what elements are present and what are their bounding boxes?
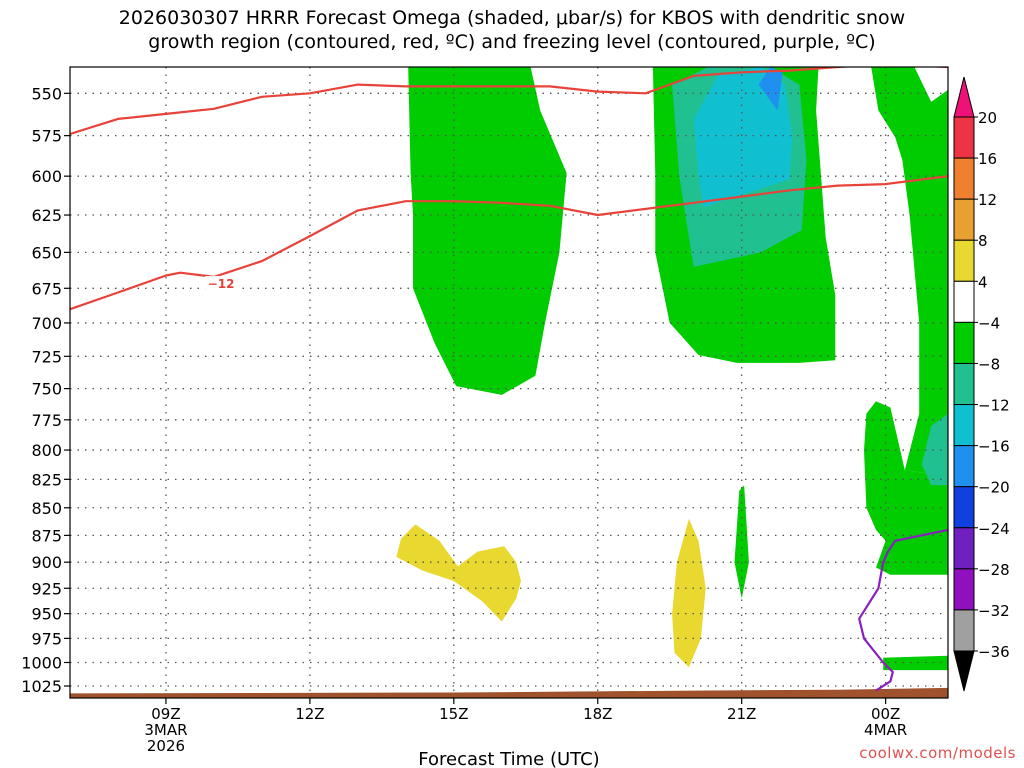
plot-frame [69,66,949,699]
x-tick-label-3MAR: 3MAR [144,721,187,739]
colorbar-box-8 [953,404,975,447]
ascent-cyan-21z [693,67,793,208]
colorbar-label-1: 20 [978,109,997,127]
y-tick-label-600: 600 [31,167,62,186]
colorbar-label-11: −24 [978,520,1010,538]
ascent-teal-00z [921,413,948,486]
y-tick-label-825: 825 [31,470,62,489]
colorbar-label-2: 16 [978,150,997,168]
colorbar-under-arrow [953,650,975,692]
colorbar-over-arrow [953,76,975,118]
y-tick-label-800: 800 [31,441,62,460]
contour-lines: −12 [70,67,948,692]
x-tick-label-4MAR: 4MAR [864,721,907,739]
colorbar-box-11 [953,527,975,570]
y-tick-label-650: 650 [31,243,62,262]
colorbar-label-13: −32 [978,602,1010,620]
y-tick-label-1000: 1000 [21,653,62,672]
colorbar-box-6 [953,321,975,364]
chart-title: 2026030307 HRRR Forecast Omega (shaded, … [0,6,1024,54]
colorbar-label-9: −16 [978,438,1010,456]
colorbar-box-9 [953,445,975,488]
credit-text: coolwx.com/models [859,744,1016,762]
contour-label-bg [205,276,238,291]
y-tick-label-850: 850 [31,499,62,518]
dendritic-contour-2 [70,175,948,311]
x-tick-label-21Z: 21Z [727,705,756,723]
colorbar-label-6: −4 [978,314,1000,332]
grid-lines [70,67,948,698]
colorbar-box-2 [953,157,975,200]
y-tick-label-700: 700 [31,314,62,333]
y-tick-label-575: 575 [31,127,62,146]
terrain-polygon [70,687,948,698]
colorbar-label-7: −8 [978,355,1000,373]
colorbar-box-12 [953,568,975,611]
y-tick-label-875: 875 [31,526,62,545]
y-tick-label-1025: 1025 [21,677,62,696]
y-tick-label-775: 775 [31,411,62,430]
colorbar-label-12: −28 [978,561,1010,579]
descent-yellow-16z [453,546,521,622]
x-tick-label-09Z: 09Z [151,705,180,723]
title-line-2: growth region (contoured, red, ºC) and f… [148,31,876,53]
y-tick-label-550: 550 [31,84,62,103]
colorbar-label-10: −20 [978,479,1010,497]
title-line-1: 2026030307 HRRR Forecast Omega (shaded, … [118,7,906,29]
colorbar-box-13 [953,609,975,652]
omega-shading [396,67,948,671]
y-tick-label-675: 675 [31,279,62,298]
colorbar-label-5: 4 [978,273,988,291]
y-tick-label-925: 925 [31,579,62,598]
colorbar: 20 16 12 8 4 −4 −8 −12 −16 −20 −24 −28 −32 −36 [953,76,1010,692]
ascent-green-00z-low [864,401,948,575]
y-tick-label-725: 725 [31,347,62,366]
y-tick-label-750: 750 [31,380,62,399]
descent-yellow-20z [672,518,706,668]
x-axis-label: Forecast Time (UTC) [418,749,599,768]
x-tick-label-2026: 2026 [147,737,185,755]
descent-yellow-14z [396,524,459,581]
colorbar-box-5 [953,280,975,323]
freezing-level-contour [858,528,948,692]
dendritic-contour-label: −12 [208,277,235,291]
ascent-green-21z-streak [734,485,749,599]
colorbar-box-7 [953,362,975,406]
y-axis: 550 575 600 625 650 675 700 725 750 775 800 825 850 8… [21,84,70,696]
colorbar-label-3: 12 [978,191,997,209]
colorbar-label-8: −12 [978,397,1010,415]
x-tick-label-15Z: 15Z [439,705,468,723]
terrain-fill [70,687,948,698]
colorbar-box-10 [953,486,975,529]
x-tick-label-12Z: 12Z [295,705,324,723]
x-tick-label-00Z: 00Z [871,705,900,723]
y-tick-label-950: 950 [31,605,62,624]
colorbar-label-4: 8 [978,232,988,250]
colorbar-box-3 [953,198,975,241]
colorbar-box-1 [953,116,975,159]
colorbar-label-14: −36 [978,643,1010,661]
ascent-green-15z [408,67,567,395]
x-tick-label-18Z: 18Z [583,705,612,723]
ascent-green-00z-top [871,67,948,474]
y-tick-label-900: 900 [31,553,62,572]
y-tick-label-975: 975 [31,629,62,648]
colorbar-box-4 [953,239,975,282]
ascent-green-00z-bottom [883,655,948,671]
y-tick-label-625: 625 [31,206,62,225]
ascent-blue-21z [758,67,783,111]
dendritic-contour-1 [70,67,948,136]
